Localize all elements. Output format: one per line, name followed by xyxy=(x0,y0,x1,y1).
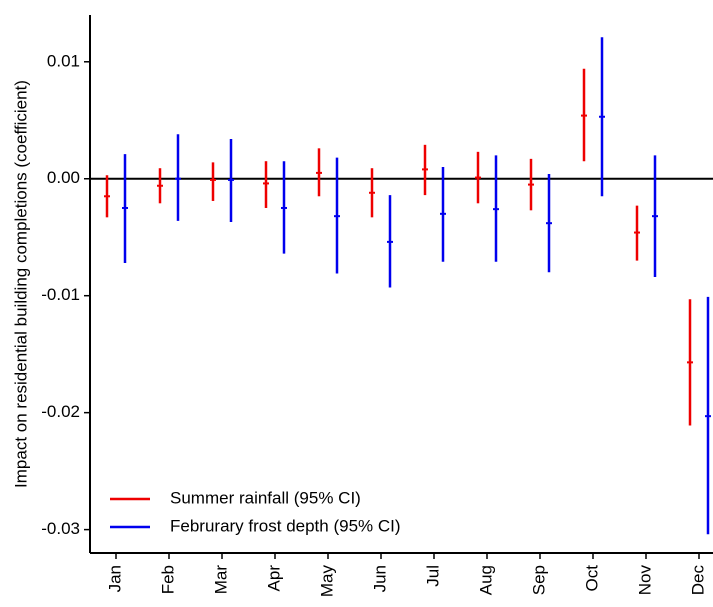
y-tick-label: 0.01 xyxy=(47,51,80,70)
x-tick-label: Feb xyxy=(158,565,177,594)
x-tick-label: Sep xyxy=(529,565,548,595)
legend-label: Summer rainfall (95% CI) xyxy=(170,488,361,507)
y-tick-label: -0.01 xyxy=(41,285,80,304)
y-tick-label: -0.02 xyxy=(41,402,80,421)
x-tick-label: Aug xyxy=(476,565,495,595)
y-axis-label: Impact on residential building completio… xyxy=(11,80,30,488)
y-tick-label: 0.00 xyxy=(47,168,80,187)
x-tick-label: Mar xyxy=(211,565,230,595)
x-tick-label: Jun xyxy=(370,565,389,592)
x-tick-label: Apr xyxy=(264,565,283,592)
x-tick-label: Jan xyxy=(105,565,124,592)
x-tick-label: Jul xyxy=(423,565,442,587)
x-tick-label: May xyxy=(317,565,336,598)
legend-label: Februrary frost depth (95% CI) xyxy=(170,516,401,535)
x-tick-label: Dec xyxy=(688,565,707,596)
y-tick-label: -0.03 xyxy=(41,519,80,538)
x-tick-label: Nov xyxy=(635,565,654,596)
x-tick-label: Oct xyxy=(582,565,601,592)
